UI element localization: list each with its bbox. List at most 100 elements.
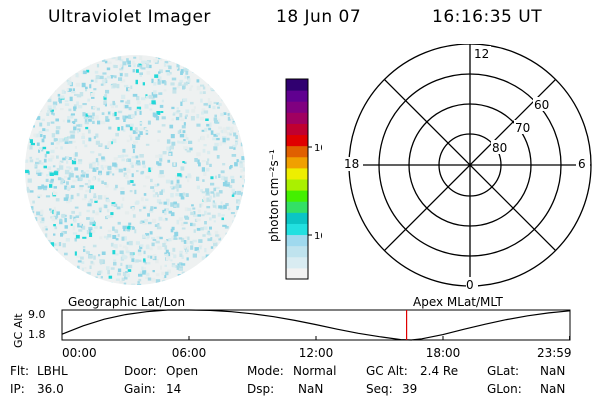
image-pixel — [170, 202, 175, 207]
image-pixel — [48, 267, 52, 271]
image-pixel — [125, 273, 130, 278]
image-pixel — [55, 118, 59, 122]
image-pixel — [194, 274, 198, 278]
image-pixel — [243, 258, 245, 264]
image-pixel — [202, 148, 206, 153]
image-pixel — [210, 246, 214, 249]
image-pixel — [123, 84, 129, 88]
mlt-label-6: 6 — [578, 157, 586, 171]
image-pixel — [176, 63, 180, 68]
image-pixel — [86, 280, 90, 283]
image-pixel — [44, 58, 48, 62]
image-pixel — [200, 275, 203, 280]
image-pixel — [179, 133, 185, 138]
image-pixel — [76, 124, 81, 127]
image-pixel — [225, 232, 230, 236]
image-pixel — [76, 255, 81, 258]
image-pixel — [183, 122, 186, 126]
image-pixel — [223, 176, 228, 181]
image-pixel — [220, 244, 223, 248]
image-pixel — [72, 140, 76, 143]
image-pixel — [116, 206, 121, 210]
image-pixel — [239, 197, 244, 201]
image-pixel — [244, 259, 245, 262]
image-pixel — [135, 200, 140, 204]
image-pixel — [213, 101, 217, 104]
image-pixel — [66, 136, 72, 139]
image-pixel — [235, 109, 239, 113]
image-pixel — [89, 275, 93, 278]
image-pixel — [55, 146, 58, 149]
image-pixel — [88, 228, 93, 234]
image-pixel — [232, 266, 237, 270]
door-label: Door: — [124, 364, 157, 378]
image-pixel — [81, 267, 84, 271]
image-pixel — [203, 110, 209, 114]
image-pixel — [44, 233, 48, 238]
image-pixel — [217, 249, 221, 254]
image-pixel — [151, 78, 154, 84]
image-pixel — [233, 132, 237, 137]
image-pixel — [133, 140, 136, 145]
image-pixel — [94, 78, 98, 83]
image-pixel — [174, 265, 177, 268]
image-pixel — [37, 186, 42, 190]
image-pixel — [153, 59, 158, 63]
image-pixel — [201, 167, 205, 172]
image-pixel — [163, 89, 167, 92]
image-pixel — [227, 207, 231, 211]
image-pixel — [50, 149, 55, 154]
image-pixel — [204, 210, 207, 216]
image-pixel — [25, 169, 29, 174]
image-pixel — [59, 56, 62, 59]
image-pixel — [113, 102, 116, 105]
image-pixel — [28, 64, 32, 68]
image-pixel — [106, 171, 110, 176]
image-pixel — [245, 256, 246, 259]
image-pixel — [86, 69, 90, 73]
image-pixel — [183, 82, 188, 86]
image-pixel — [194, 61, 198, 65]
image-pixel — [239, 164, 244, 168]
image-pixel — [242, 74, 245, 79]
image-pixel — [66, 275, 71, 278]
image-pixel — [70, 113, 75, 116]
image-pixel — [30, 121, 33, 125]
image-pixel — [176, 265, 179, 270]
image-pixel — [132, 149, 135, 154]
image-pixel — [207, 283, 211, 285]
image-pixel — [131, 258, 135, 262]
image-pixel — [125, 271, 129, 273]
image-pixel — [214, 142, 219, 147]
image-pixel — [232, 88, 235, 92]
image-pixel — [200, 60, 205, 65]
image-pixel — [66, 156, 70, 159]
image-pixel — [178, 217, 183, 222]
image-pixel — [153, 113, 158, 118]
image-pixel — [60, 95, 65, 99]
image-pixel — [186, 245, 190, 250]
image-pixel — [44, 225, 48, 230]
image-pixel — [206, 197, 211, 202]
image-pixel — [222, 163, 226, 166]
image-pixel — [191, 241, 194, 246]
image-pixel — [214, 120, 217, 124]
image-pixel — [227, 278, 231, 283]
image-pixel — [126, 168, 131, 174]
image-pixel — [92, 161, 96, 164]
image-pixel — [68, 157, 72, 160]
image-pixel — [73, 158, 76, 161]
image-pixel — [223, 238, 227, 241]
image-pixel — [223, 141, 227, 145]
image-pixel — [104, 204, 108, 209]
image-pixel — [137, 283, 142, 285]
image-pixel — [176, 219, 179, 224]
right-caption: Apex MLat/MLT — [413, 295, 503, 309]
image-pixel — [237, 224, 240, 228]
image-pixel — [43, 260, 46, 264]
image-pixel — [178, 262, 183, 266]
image-pixel — [39, 87, 42, 91]
colorbar-cell — [286, 256, 308, 269]
image-pixel — [32, 84, 35, 88]
image-pixel — [40, 246, 45, 250]
